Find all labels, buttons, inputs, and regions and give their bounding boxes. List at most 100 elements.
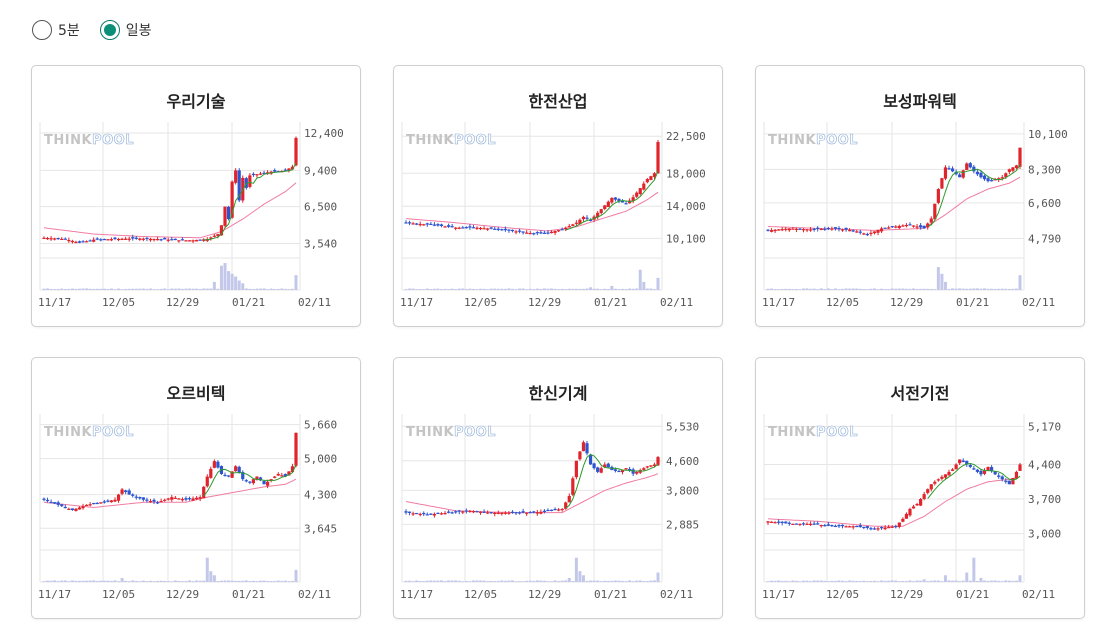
candle-body	[638, 188, 642, 195]
volume-bar	[486, 581, 490, 582]
candle-body	[897, 225, 901, 228]
candle-body	[514, 231, 518, 233]
candle-body	[879, 228, 884, 232]
volume-bar	[191, 288, 195, 290]
stock-card-kepco-industrial[interactable]: 한전산업 THINKPOOL 22,500 18,000 14,000 10,100 11…	[393, 65, 723, 327]
ma5-line	[927, 462, 1021, 499]
volume-bar	[841, 288, 845, 290]
candle-body	[234, 170, 238, 183]
candle-body	[557, 230, 561, 232]
candle-body	[883, 227, 887, 229]
y-axis-label: 3,540	[304, 238, 337, 251]
stock-card-seojeon-electric[interactable]: 서전기전 THINKPOOL 5,170 4,400 3,700 3,000 11/17 1…	[755, 357, 1085, 619]
volume-bar	[188, 288, 192, 290]
volume-bar	[475, 580, 479, 582]
volume-bar	[826, 581, 830, 582]
volume-bar	[117, 288, 121, 290]
candle-body	[191, 498, 195, 501]
volume-bar	[418, 288, 422, 290]
card-title: 한신기계	[528, 384, 588, 403]
candle-body	[631, 197, 635, 202]
candle-body	[844, 526, 848, 528]
candle-body	[528, 233, 532, 235]
volume-bar	[432, 288, 436, 290]
volume-bar	[461, 581, 465, 582]
volume-bar	[131, 288, 135, 290]
volume-bar	[961, 580, 965, 582]
candle-body	[464, 510, 468, 512]
volume-bar	[234, 580, 238, 582]
candle-body	[503, 512, 507, 514]
candle-body	[532, 511, 536, 513]
volume-bar	[837, 580, 841, 582]
candle-body	[131, 494, 135, 496]
volume-bar	[581, 288, 585, 290]
volume-bar	[223, 580, 227, 582]
candle-body	[972, 468, 976, 470]
candle-body	[116, 494, 121, 501]
volume-bar	[812, 288, 816, 290]
volume-bar	[205, 288, 209, 290]
candles	[404, 139, 660, 236]
candle-body	[525, 232, 529, 234]
radio-daily-circle[interactable]	[99, 20, 120, 40]
y-axis-label: 3,700	[1028, 493, 1061, 506]
volume-bar	[564, 580, 568, 582]
volume-bar	[784, 580, 788, 582]
volume-bar	[567, 288, 571, 290]
candle-body	[801, 523, 806, 525]
volume-bar	[202, 288, 206, 290]
candle-body	[585, 443, 589, 454]
volume-bar	[450, 288, 454, 290]
volume-bar	[830, 289, 834, 290]
candle-body	[471, 511, 476, 513]
volume-bar	[134, 580, 138, 582]
volume-bar	[546, 288, 550, 290]
stock-card-hanshin-machinery[interactable]: 한신기계 THINKPOOL 5,530 4,600 3,800 2,885 11/17 1…	[393, 357, 723, 619]
candle-body	[915, 226, 919, 228]
radio-option-5min[interactable]: 5분	[32, 20, 80, 40]
candle-body	[929, 218, 933, 223]
candle-body	[134, 496, 138, 498]
candle-body	[230, 181, 234, 218]
volume-bar	[141, 580, 145, 582]
volume-bar	[141, 288, 145, 290]
candle-body	[255, 476, 259, 480]
volume-bar	[596, 288, 600, 290]
volume-bar	[858, 288, 862, 290]
candle-body	[180, 239, 185, 241]
volume-bar	[1000, 581, 1004, 582]
stock-card-bosung-powertec[interactable]: 보성파워텍 THINKPOOL 10,100 8,300 6,600 4,790 11/1…	[755, 65, 1085, 327]
volume-bar	[1014, 580, 1018, 582]
candle-body	[500, 229, 504, 231]
candle-body	[635, 192, 639, 197]
candle-body	[596, 467, 600, 472]
candle-body	[950, 168, 955, 172]
volume-bar	[894, 580, 898, 582]
candles	[766, 147, 1022, 237]
candle-body	[42, 498, 46, 500]
volume-bar	[890, 288, 894, 290]
volume-bar	[429, 580, 433, 582]
candle-body	[624, 203, 628, 205]
x-axis-label: 11/17	[38, 588, 71, 601]
candle-body	[975, 171, 980, 175]
x-axis-label: 02/11	[660, 296, 693, 309]
watermark-pool: POOL	[454, 425, 496, 440]
radio-5min-circle[interactable]	[32, 20, 52, 40]
candle-body	[81, 506, 85, 509]
volume-bar	[1007, 580, 1011, 582]
y-axis-label: 3,800	[666, 484, 699, 497]
candle-body	[890, 526, 894, 528]
candle-body	[869, 232, 873, 235]
volume-bar	[42, 581, 46, 582]
stock-card-orbitech[interactable]: 오르비텍 THINKPOOL 5,660 5,000 4,300 3,645 11/17 1…	[31, 357, 361, 619]
candle-body	[99, 239, 103, 241]
volume-bar	[283, 288, 287, 290]
candle-body	[42, 237, 46, 239]
candle-body	[528, 512, 532, 514]
radio-option-daily[interactable]: 일봉	[99, 20, 152, 40]
stock-card-woori-tech[interactable]: 우리기술 THINKPOOL 12,400 9,400 6,500 3,540 11/17…	[31, 65, 361, 327]
volume-bar	[493, 288, 497, 290]
candle-body	[851, 526, 855, 528]
